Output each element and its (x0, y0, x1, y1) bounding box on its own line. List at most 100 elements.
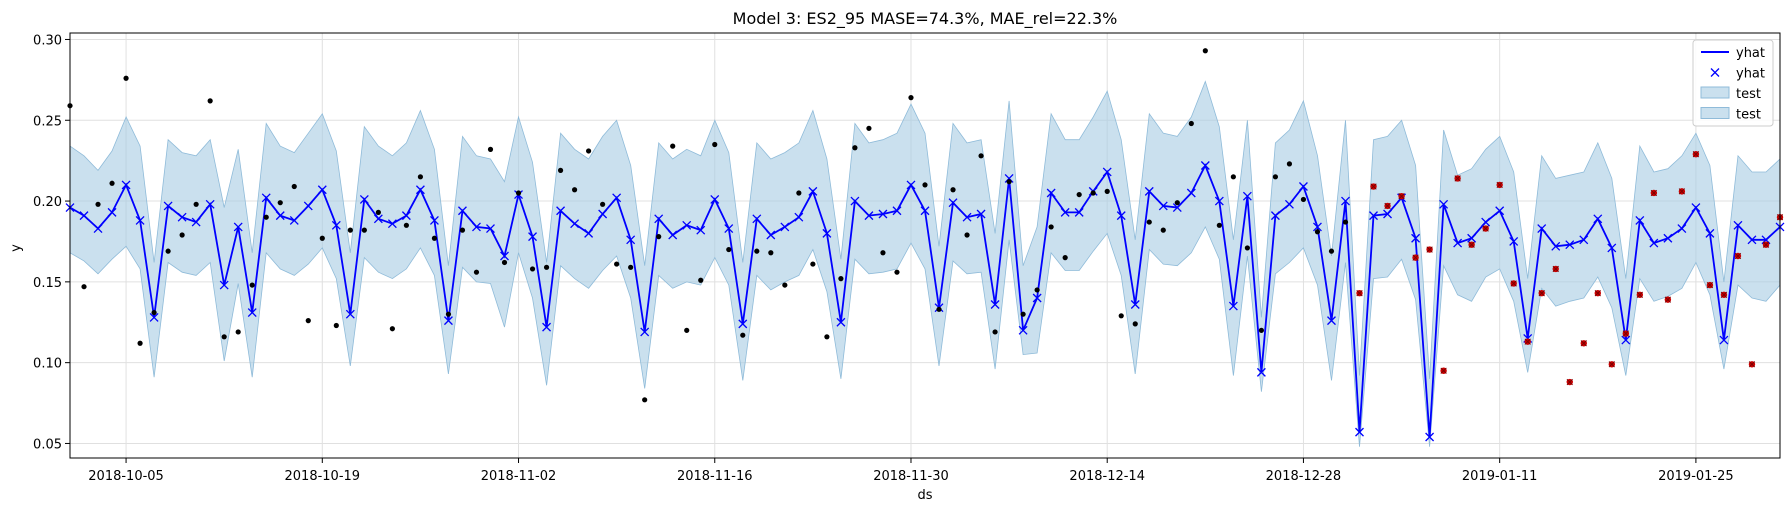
yhat-marker (1242, 191, 1252, 201)
yhat-marker (1341, 196, 1350, 206)
yhat-marker (962, 212, 972, 222)
yhat-marker (1593, 214, 1603, 224)
test-point-cross (1496, 181, 1503, 189)
train-point (221, 334, 227, 340)
yhat-marker (836, 317, 846, 327)
yhat-marker (794, 212, 804, 222)
test-point-cross (1454, 175, 1461, 182)
train-point (389, 326, 395, 332)
yhat-marker (1467, 233, 1477, 243)
yhat-marker (1327, 316, 1336, 326)
band-area (69, 80, 1781, 447)
train-point (417, 174, 424, 180)
train-point (1258, 327, 1264, 333)
train-point (543, 264, 550, 270)
test-point-cross (1720, 291, 1728, 298)
train-point (1160, 227, 1166, 233)
x-axis-label: ds (917, 488, 932, 503)
yhat-marker (1453, 238, 1463, 248)
yhat-marker (556, 206, 566, 216)
y-tick-label: 0.10 (33, 357, 62, 372)
yhat-marker (542, 322, 552, 332)
train-point (431, 235, 438, 241)
y-tick-label: 0.30 (33, 33, 62, 48)
train-point (1034, 287, 1040, 293)
legend-label: test (1736, 108, 1761, 123)
yhat-marker (766, 230, 776, 240)
yhat-marker (1004, 173, 1014, 183)
legend-label: yhat (1736, 46, 1765, 61)
test-point-cross (1748, 361, 1756, 368)
train-point (908, 95, 914, 101)
yhat-marker (1495, 206, 1505, 216)
yhat-marker (177, 212, 187, 222)
train-point (557, 167, 564, 173)
yhat-marker (626, 235, 636, 245)
yhat-line-layer (65, 161, 1785, 442)
yhat-marker (191, 217, 201, 227)
yhat-marker (1411, 233, 1421, 243)
test-point-cross (1566, 378, 1573, 386)
train-point (740, 332, 746, 338)
test-point-cross (1636, 291, 1643, 298)
yhat-marker (415, 185, 425, 195)
yhat-marker (93, 224, 103, 233)
legend-band-swatch (1700, 86, 1730, 99)
yhat-marker (107, 207, 117, 217)
yhat-marker (612, 193, 622, 203)
chart-title: Model 3: ES2_95 MASE=74.3%, MAE_rel=22.3… (733, 9, 1118, 29)
train-point (838, 276, 844, 282)
yhat-marker (1509, 237, 1519, 246)
yhat-marker (1677, 224, 1687, 233)
train-point (263, 214, 269, 220)
legend-marker-swatch (1710, 68, 1720, 77)
train-point (880, 250, 886, 256)
yhat-marker (920, 206, 930, 216)
yhat-marker (1032, 293, 1042, 303)
train-point (1020, 311, 1026, 317)
x-tick-label: 2018-11-16 (677, 469, 753, 484)
yhat-marker (1635, 215, 1645, 225)
yhat-marker (429, 215, 439, 225)
yhat-marker (149, 312, 159, 322)
train-point (964, 232, 970, 238)
yhat-marker (345, 309, 355, 319)
yhat-marker (1551, 241, 1561, 251)
legend-label: test (1736, 87, 1761, 102)
yhat-marker (401, 211, 411, 221)
train-point (81, 284, 87, 290)
test-point-cross (1762, 241, 1770, 248)
train-point (445, 311, 452, 317)
train-point (319, 235, 325, 241)
yhat-marker (780, 222, 790, 232)
yhat-marker (1705, 228, 1715, 238)
y-axis-label: y (9, 244, 24, 252)
train-point (586, 148, 592, 154)
yhat-marker (570, 219, 580, 229)
train-point (179, 232, 185, 238)
train-point (1174, 200, 1180, 206)
train-point (824, 334, 830, 340)
x-tick-label: 2018-10-05 (88, 469, 164, 484)
y-tick-label: 0.25 (33, 114, 62, 129)
y-tick-label: 0.15 (33, 276, 62, 291)
yhat-marker (1383, 209, 1392, 219)
train-point (1216, 222, 1222, 228)
yhat-marker (640, 327, 650, 337)
train-point (600, 201, 606, 207)
yhat-marker (1116, 211, 1126, 221)
yhat-marker (892, 206, 902, 216)
train-point (628, 264, 634, 270)
yhat-marker (1607, 243, 1617, 253)
yhat-marker (261, 193, 271, 203)
yhat-marker (1663, 233, 1673, 243)
y-tick-label: 0.20 (33, 195, 62, 210)
yhat-marker (906, 180, 916, 190)
train-point (614, 261, 620, 267)
yhat-marker (135, 215, 145, 225)
train-point (1244, 245, 1250, 251)
train-point (333, 322, 339, 329)
yhat-marker (205, 199, 215, 209)
train-point (698, 277, 704, 283)
